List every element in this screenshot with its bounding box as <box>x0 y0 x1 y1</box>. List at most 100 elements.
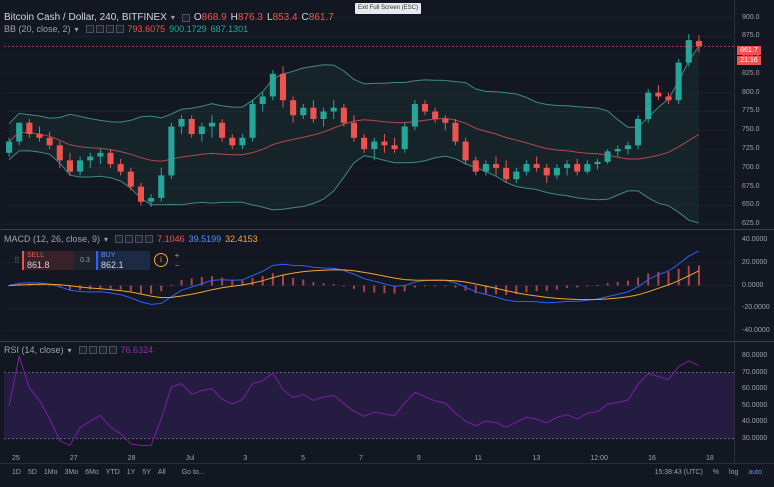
settings-icon[interactable] <box>125 235 134 243</box>
exit-fullscreen-button[interactable]: Exit Full Screen (ESC) <box>355 3 421 14</box>
range-3mo[interactable]: 3Mo <box>64 469 79 476</box>
price-tick-label: 625.0 <box>742 220 760 228</box>
price-tick-label: 800.0 <box>742 88 760 96</box>
time-tick-label: 11 <box>474 455 482 462</box>
rsi-caret-icon[interactable]: ▾ <box>67 345 72 355</box>
macd-title[interactable]: MACD (12, 26, close, 9) <box>4 234 101 244</box>
close-icon[interactable] <box>105 25 114 33</box>
macd-histogram-bar <box>434 285 437 287</box>
candle-body <box>594 161 601 165</box>
utc-clock[interactable]: 15:38:43 (UTC) <box>654 469 703 476</box>
candle-body <box>482 164 489 172</box>
candle-body <box>543 167 550 176</box>
candle-body <box>381 141 388 146</box>
close-icon[interactable] <box>98 346 107 354</box>
bb-caret-icon[interactable]: ▾ <box>74 24 79 34</box>
price-tick-label: 825.0 <box>742 69 760 77</box>
macd-histogram-bar <box>38 284 41 286</box>
candle-body <box>117 164 124 172</box>
macd-histogram-bar <box>281 274 284 286</box>
macd-histogram-bar <box>292 277 295 286</box>
candle-body <box>77 160 84 172</box>
candle-body <box>624 145 631 150</box>
auto-toggle[interactable]: auto <box>748 469 762 476</box>
candle-body <box>452 122 459 142</box>
macd-tick-label: 20.0000 <box>742 258 768 266</box>
plus-icon[interactable]: + <box>174 251 180 260</box>
minus-icon[interactable]: − <box>174 261 180 270</box>
goto-button[interactable]: Go to... <box>181 469 205 476</box>
main-legend: Bitcoin Cash / Dollar, 240, BITFINEX ▾ O… <box>4 12 334 23</box>
macd-histogram-bar <box>667 271 670 286</box>
time-tick-label: Jul <box>185 455 195 462</box>
macd-histogram-bar <box>363 285 366 292</box>
range-5y[interactable]: 5Y <box>142 469 151 476</box>
candle-body <box>523 164 530 172</box>
range-6mo[interactable]: 6Mo <box>85 469 99 476</box>
macd-histogram-bar <box>586 285 589 287</box>
candle-body <box>503 167 510 180</box>
price-tick-label: 675.0 <box>742 182 760 190</box>
candle-body <box>614 149 621 152</box>
macd-histogram-bar <box>180 279 183 286</box>
rsi-title[interactable]: RSI (14, close) <box>4 345 64 355</box>
info-icon[interactable]: i <box>154 253 168 267</box>
range-1y[interactable]: 1Y <box>126 469 136 476</box>
bb-title[interactable]: BB (20, close, 2) <box>4 24 71 34</box>
macd-caret-icon[interactable]: ▾ <box>104 234 109 244</box>
candle-body <box>695 40 702 47</box>
percent-toggle[interactable]: % <box>712 469 720 476</box>
range-ytd[interactable]: YTD <box>105 469 120 476</box>
sell-button[interactable]: SELL 861.8 <box>22 251 74 270</box>
rsi-tick-label: 40.0000 <box>742 418 768 426</box>
rsi-tick-label: 60.0000 <box>742 385 768 393</box>
close-icon[interactable] <box>135 235 144 243</box>
symbol-caret-icon[interactable]: ▾ <box>170 13 175 22</box>
rsi-value: 76.6324 <box>120 345 154 355</box>
bb-lower-value: 687.1301 <box>210 24 249 34</box>
price-tick-label: 700.0 <box>742 163 760 171</box>
candle-body <box>107 152 114 165</box>
candle-body <box>472 160 479 172</box>
macd-histogram-bar <box>332 283 335 286</box>
bb-basis-value: 793.6075 <box>127 24 166 34</box>
drag-handle-icon[interactable]: ⠿ <box>14 256 20 265</box>
range-1mo[interactable]: 1Mo <box>43 469 58 476</box>
candle-body <box>492 164 500 168</box>
macd-tick-label: -40.0000 <box>742 326 770 334</box>
range-5d[interactable]: 5D <box>27 469 37 476</box>
rsi-legend-buttons <box>78 346 117 354</box>
macd-legend: MACD (12, 26, close, 9) ▾ 7.1046 39.5199… <box>4 234 258 244</box>
log-toggle[interactable]: log <box>729 469 739 476</box>
eye-icon[interactable] <box>115 235 124 243</box>
candle-body <box>300 107 307 116</box>
candle-body <box>66 160 73 172</box>
time-tick-label: 3 <box>243 455 248 462</box>
symbol-title[interactable]: Bitcoin Cash / Dollar, 240, BITFINEX <box>4 12 167 23</box>
time-tick-label: 12:00 <box>590 455 608 462</box>
candle-body <box>97 152 104 157</box>
eye-icon[interactable] <box>78 346 87 354</box>
time-tick-label: 5 <box>301 455 306 462</box>
price-tick-label: 775.0 <box>742 107 760 115</box>
more-icon[interactable] <box>145 235 154 243</box>
hide-icon[interactable] <box>181 13 190 22</box>
eye-icon[interactable] <box>85 25 94 33</box>
macd-line <box>8 250 700 305</box>
price-tick-label: 725.0 <box>742 145 760 153</box>
range-1d[interactable]: 1D <box>12 469 21 476</box>
macd-histogram-bar <box>89 285 92 290</box>
bottom-toolbar: 1D 5D 1Mo 3Mo 6Mo YTD 1Y 5Y All Go to...… <box>0 463 774 481</box>
buy-button[interactable]: BUY 862.1 <box>96 251 150 270</box>
range-all[interactable]: All <box>157 469 166 476</box>
bb-lower-line <box>8 150 700 224</box>
candle-body <box>36 134 43 138</box>
candle-body <box>442 119 449 123</box>
settings-icon[interactable] <box>88 346 97 354</box>
more-icon[interactable] <box>115 25 124 33</box>
more-icon[interactable] <box>108 346 117 354</box>
settings-icon[interactable] <box>95 25 104 33</box>
bottom-right-controls: 15:38:43 (UTC) % log auto <box>655 469 762 476</box>
